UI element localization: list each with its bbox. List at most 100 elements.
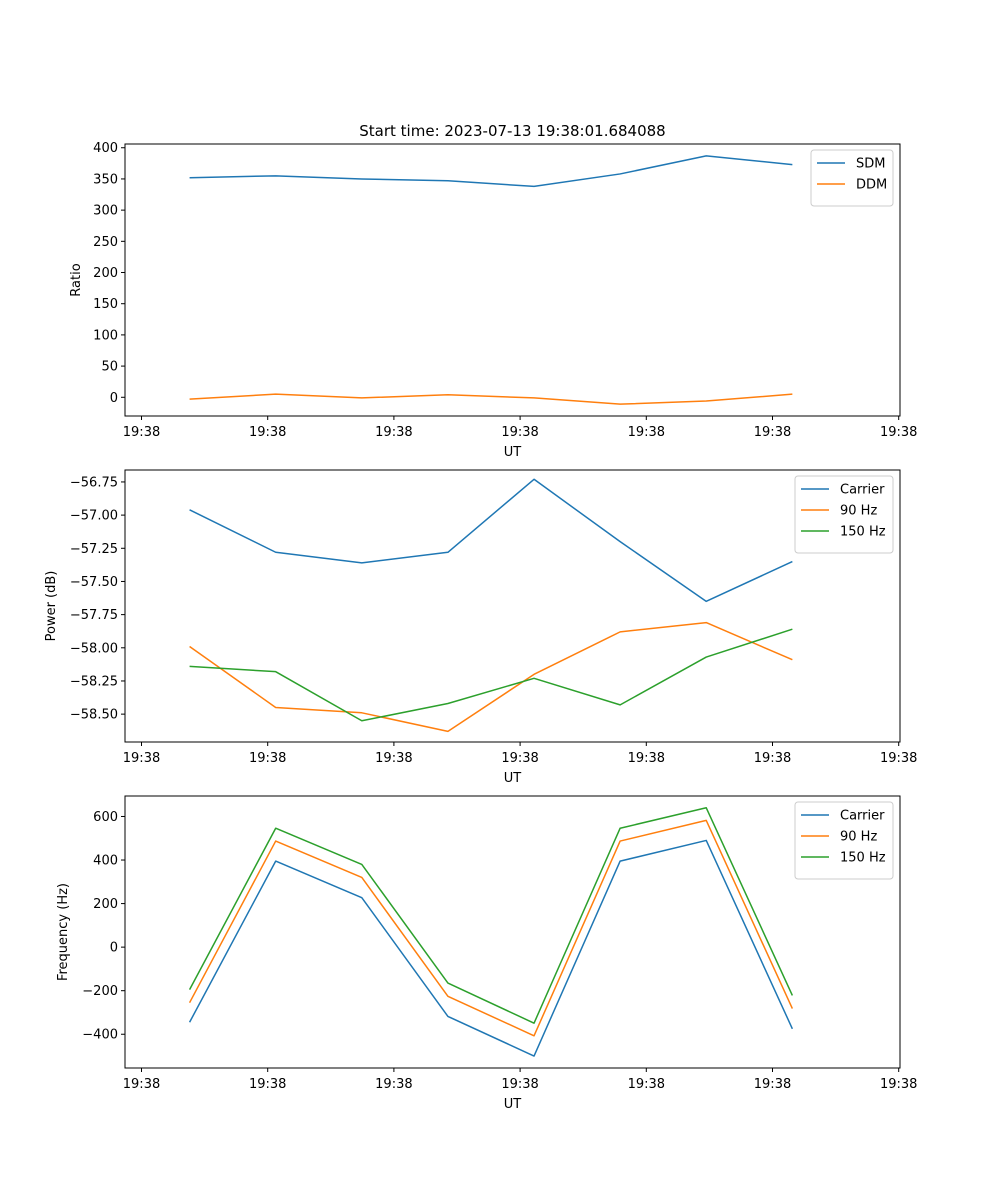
data-point (533, 673, 536, 676)
y-tick-label: 250 (93, 235, 118, 250)
legend-entry: 150 Hz (840, 525, 886, 540)
x-tick-label: 19:38 (123, 751, 160, 766)
legend-box (810, 149, 894, 207)
data-point (705, 656, 708, 659)
data-point (360, 561, 363, 564)
data-point (446, 702, 449, 705)
legend-entry: DDM (856, 178, 887, 193)
x-axis-label: UT (504, 1097, 522, 1112)
data-point (791, 1007, 794, 1010)
y-tick-label: 350 (93, 172, 118, 187)
series-line (189, 478, 793, 603)
data-point (188, 1021, 191, 1024)
data-point (274, 670, 277, 673)
y-tick-label: 200 (93, 266, 118, 281)
y-tick-label: −200 (82, 984, 118, 999)
data-point (791, 1027, 794, 1030)
data-point (619, 172, 622, 175)
legend-box (794, 475, 894, 554)
data-point (619, 630, 622, 633)
legend-entry: 90 Hz (840, 830, 877, 845)
x-axis-label: UT (504, 445, 522, 460)
data-point (188, 1001, 191, 1004)
x-tick-label: 19:38 (754, 425, 791, 440)
data-point (533, 185, 536, 188)
axes-frame (124, 143, 901, 417)
data-point (360, 396, 363, 399)
data-point (619, 540, 622, 543)
x-tick-label: 19:38 (628, 425, 665, 440)
series-line (188, 807, 794, 1024)
data-point (446, 1015, 449, 1018)
y-tick-label: −58.50 (70, 708, 118, 723)
data-point (188, 988, 191, 991)
data-point (188, 398, 191, 401)
data-point (791, 393, 794, 396)
legend: Carrier 90 Hz 150 Hz (794, 801, 894, 880)
series-line (189, 155, 793, 188)
y-tick-label: −57.00 (70, 509, 118, 524)
data-point (791, 628, 794, 631)
y-tick-label: 50 (101, 360, 118, 375)
x-tick-label: 19:38 (375, 425, 412, 440)
y-tick-label: 200 (93, 897, 118, 912)
x-tick-label: 19:38 (249, 1077, 286, 1092)
data-point (360, 863, 363, 866)
subplot-3: 19:3819:3819:3819:3819:3819:3819:3819:39… (56, 795, 917, 1112)
data-point (705, 621, 708, 624)
data-point (188, 665, 191, 668)
data-point (619, 860, 622, 863)
y-tick-label: 0 (110, 391, 118, 406)
legend-box (794, 801, 894, 880)
series-line (188, 819, 794, 1037)
series-line (189, 393, 793, 405)
legend-entry: 150 Hz (840, 851, 886, 866)
series-line (188, 839, 794, 1057)
data-point (791, 560, 794, 563)
y-tick-label: 300 (93, 204, 118, 219)
x-tick-label: 19:38 (375, 751, 412, 766)
x-tick-label: 19:38 (249, 751, 286, 766)
legend-entry: Carrier (840, 483, 885, 498)
y-tick-label: 0 (110, 941, 118, 956)
data-point (705, 839, 708, 842)
data-point (446, 551, 449, 554)
series-line (189, 621, 793, 733)
data-point (360, 876, 363, 879)
legend: Carrier 90 Hz 150 Hz (794, 475, 894, 554)
x-tick-label: 19:38 (501, 1077, 538, 1092)
y-tick-label: 100 (93, 328, 118, 343)
data-point (619, 827, 622, 830)
data-point (705, 806, 708, 809)
data-point (619, 403, 622, 406)
data-point (791, 994, 794, 997)
data-point (188, 176, 191, 179)
x-tick-label: 19:38 (628, 1077, 665, 1092)
data-point (274, 860, 277, 863)
x-tick-label: 19:38 (880, 751, 917, 766)
legend-entry: Carrier (840, 809, 885, 824)
x-tick-label: 19:38 (123, 425, 160, 440)
x-tick-label: 19:38 (123, 1077, 160, 1092)
y-tick-label: 400 (93, 854, 118, 869)
series-line (189, 628, 793, 722)
data-point (188, 645, 191, 648)
x-tick-label: 19:38 (754, 1077, 791, 1092)
y-tick-label: −58.25 (70, 674, 118, 689)
data-point (274, 551, 277, 554)
data-point (533, 1022, 536, 1025)
data-point (446, 179, 449, 182)
y-tick-label: −57.75 (70, 608, 118, 623)
x-tick-label: 19:38 (628, 751, 665, 766)
legend: SDM DDM (810, 149, 894, 207)
data-point (446, 982, 449, 985)
y-tick-label: −400 (82, 1028, 118, 1043)
subplots: 19:3819:3819:3819:3819:3819:3819:3819:39… (44, 141, 917, 1112)
data-point (791, 163, 794, 166)
x-tick-label: 19:38 (375, 1077, 412, 1092)
y-tick-label: 150 (93, 297, 118, 312)
x-axis-label: UT (504, 771, 522, 786)
data-point (188, 508, 191, 511)
y-tick-label: 400 (93, 141, 118, 156)
